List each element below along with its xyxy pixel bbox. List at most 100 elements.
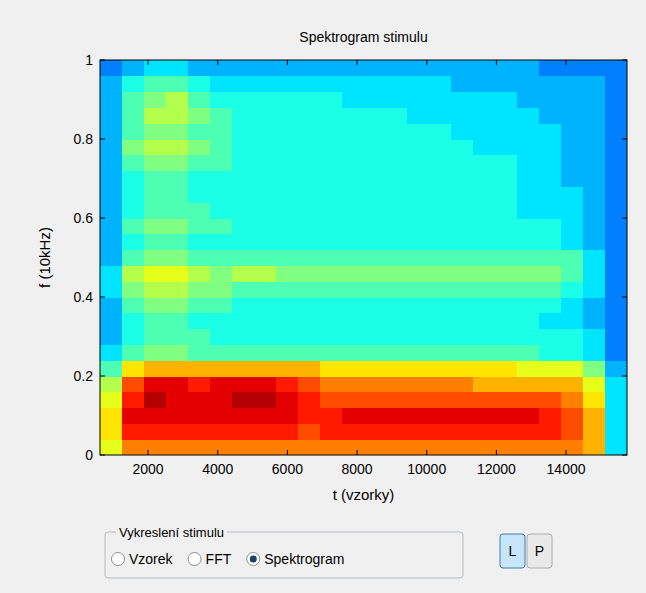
radio-circle[interactable] bbox=[112, 553, 125, 566]
cell bbox=[583, 297, 606, 313]
cell bbox=[451, 360, 474, 376]
radio-label[interactable]: Vzorek bbox=[129, 551, 174, 567]
cell bbox=[166, 423, 189, 439]
x-tick bbox=[217, 450, 218, 455]
radio-option[interactable]: Vzorek bbox=[112, 551, 174, 567]
cell bbox=[188, 123, 211, 139]
cell bbox=[517, 297, 540, 313]
cell bbox=[364, 265, 387, 281]
cell bbox=[100, 60, 123, 76]
x-tick bbox=[496, 60, 497, 65]
cell bbox=[429, 218, 452, 234]
cell bbox=[122, 107, 145, 123]
cell bbox=[429, 329, 452, 345]
cell bbox=[144, 281, 167, 297]
cell bbox=[188, 360, 211, 376]
cell bbox=[407, 360, 430, 376]
cell bbox=[122, 265, 145, 281]
cell bbox=[188, 329, 211, 345]
cell bbox=[232, 234, 255, 250]
cell bbox=[276, 60, 299, 76]
cell bbox=[254, 155, 277, 171]
cell bbox=[144, 218, 167, 234]
cell bbox=[407, 60, 430, 76]
cell bbox=[254, 76, 277, 92]
button-face[interactable] bbox=[500, 534, 525, 568]
cell bbox=[122, 313, 145, 329]
cell bbox=[254, 265, 277, 281]
cell bbox=[188, 344, 211, 360]
cell bbox=[583, 265, 606, 281]
cell bbox=[605, 76, 627, 92]
cell bbox=[122, 123, 145, 139]
cell bbox=[210, 76, 233, 92]
cell bbox=[407, 408, 430, 424]
cell bbox=[407, 186, 430, 202]
radio-circle[interactable] bbox=[188, 553, 201, 566]
radio-option[interactable]: FFT bbox=[188, 551, 232, 567]
cell bbox=[583, 250, 606, 266]
cell bbox=[342, 76, 365, 92]
cell bbox=[100, 92, 123, 108]
button-label[interactable]: L bbox=[509, 543, 517, 559]
toggle-button[interactable]: P bbox=[527, 534, 552, 568]
cell bbox=[473, 234, 496, 250]
button-face[interactable] bbox=[527, 534, 552, 568]
cell bbox=[210, 265, 233, 281]
cell bbox=[605, 423, 627, 439]
cell bbox=[276, 423, 299, 439]
cell bbox=[385, 281, 408, 297]
cell bbox=[539, 281, 562, 297]
cell bbox=[495, 123, 518, 139]
radio-dot[interactable] bbox=[250, 556, 257, 563]
cell bbox=[298, 392, 321, 408]
y-axis-title: f (10kHz) bbox=[36, 227, 53, 288]
cell bbox=[342, 171, 365, 187]
cell bbox=[342, 186, 365, 202]
cell bbox=[232, 202, 255, 218]
cell bbox=[122, 281, 145, 297]
cell bbox=[232, 60, 255, 76]
cell bbox=[342, 376, 365, 392]
cell bbox=[605, 60, 627, 76]
cell bbox=[320, 202, 343, 218]
cell bbox=[188, 107, 211, 123]
cell bbox=[232, 360, 255, 376]
cell bbox=[342, 202, 365, 218]
cell bbox=[144, 155, 167, 171]
cell bbox=[232, 313, 255, 329]
cell bbox=[320, 313, 343, 329]
cell bbox=[495, 171, 518, 187]
radio-label[interactable]: FFT bbox=[206, 551, 232, 567]
cell bbox=[254, 250, 277, 266]
cell bbox=[210, 360, 233, 376]
cell bbox=[122, 76, 145, 92]
cell bbox=[451, 218, 474, 234]
cell bbox=[605, 408, 627, 424]
toggle-button[interactable]: L bbox=[500, 534, 525, 568]
cell bbox=[254, 423, 277, 439]
cell bbox=[342, 297, 365, 313]
cell bbox=[276, 123, 299, 139]
radio-option[interactable]: Spektrogram bbox=[247, 551, 345, 567]
cell bbox=[385, 360, 408, 376]
cell bbox=[539, 329, 562, 345]
cell bbox=[210, 344, 233, 360]
cell bbox=[451, 234, 474, 250]
cell bbox=[473, 344, 496, 360]
cell bbox=[320, 155, 343, 171]
button-label[interactable]: P bbox=[535, 543, 544, 559]
cell bbox=[473, 202, 496, 218]
cell bbox=[122, 439, 145, 455]
cell bbox=[451, 139, 474, 155]
cell bbox=[561, 376, 584, 392]
cell bbox=[429, 265, 452, 281]
radio-circle[interactable] bbox=[247, 553, 260, 566]
cell bbox=[276, 297, 299, 313]
cell bbox=[473, 107, 496, 123]
radio-label[interactable]: Spektrogram bbox=[264, 551, 344, 567]
cell bbox=[495, 155, 518, 171]
cell bbox=[210, 313, 233, 329]
cell bbox=[320, 329, 343, 345]
cell bbox=[232, 297, 255, 313]
